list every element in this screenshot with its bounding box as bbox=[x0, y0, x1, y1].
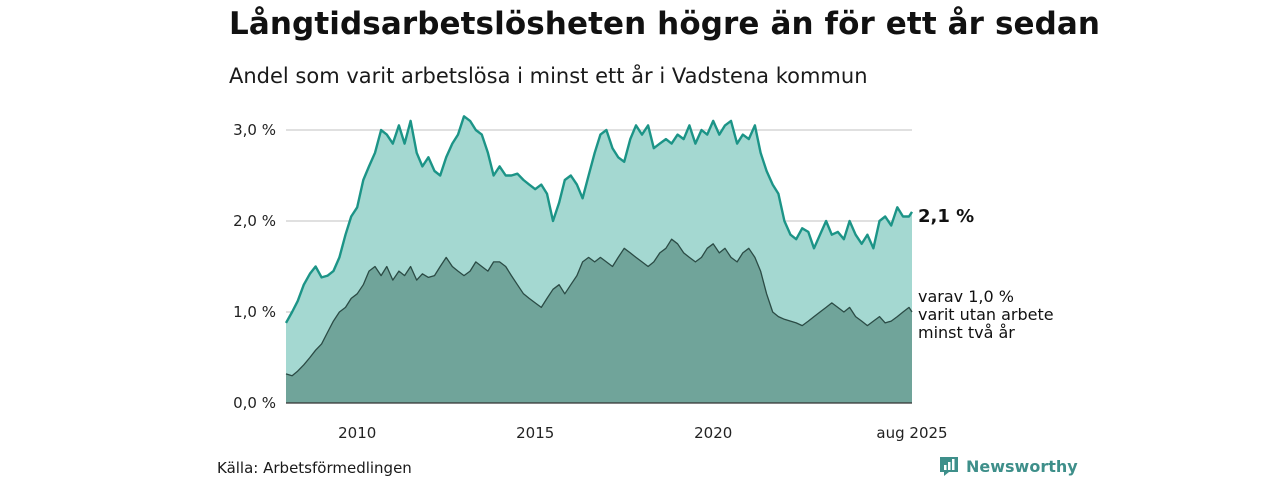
series2-label-line3: minst två år bbox=[918, 323, 1015, 342]
series2-label-line2: varit utan arbete bbox=[918, 305, 1054, 324]
series2-label-line1: varav 1,0 % bbox=[918, 287, 1014, 306]
chart-title: Långtidsarbetslösheten högre än för ett … bbox=[229, 6, 1101, 42]
last-value-label: 2,1 % bbox=[918, 206, 974, 227]
y-tick-label-3: 3,0 % bbox=[233, 121, 276, 139]
chart-subtitle: Andel som varit arbetslösa i minst ett å… bbox=[229, 64, 868, 88]
x-tick-label-1: 2015 bbox=[516, 424, 554, 442]
chart-areas bbox=[284, 115, 914, 404]
series-1-line bbox=[284, 115, 914, 324]
y-tick-label-0: 0,0 % bbox=[233, 394, 276, 412]
x-tick-label-2: 2020 bbox=[694, 424, 732, 442]
newsworthy-logo-icon bbox=[940, 457, 958, 476]
x-tick-label-0: 2010 bbox=[338, 424, 376, 442]
x-tick-labels: 2010 2015 2020 aug 2025 bbox=[338, 424, 947, 442]
source-note: Källa: Arbetsförmedlingen bbox=[217, 459, 412, 477]
x-tick-label-3: aug 2025 bbox=[876, 424, 947, 442]
y-tick-labels: 0,0 % 1,0 % 2,0 % 3,0 % bbox=[233, 121, 276, 412]
annotations: 2,1 % varav 1,0 % varit utan arbete mins… bbox=[918, 206, 1054, 342]
series-2-line bbox=[285, 238, 913, 377]
brand-name: Newsworthy bbox=[966, 456, 1078, 476]
y-tick-label-1: 1,0 % bbox=[233, 303, 276, 321]
brand-logo: Newsworthy bbox=[938, 455, 1078, 477]
series-2-area bbox=[286, 239, 912, 403]
y-tick-label-2: 2,0 % bbox=[233, 212, 276, 230]
